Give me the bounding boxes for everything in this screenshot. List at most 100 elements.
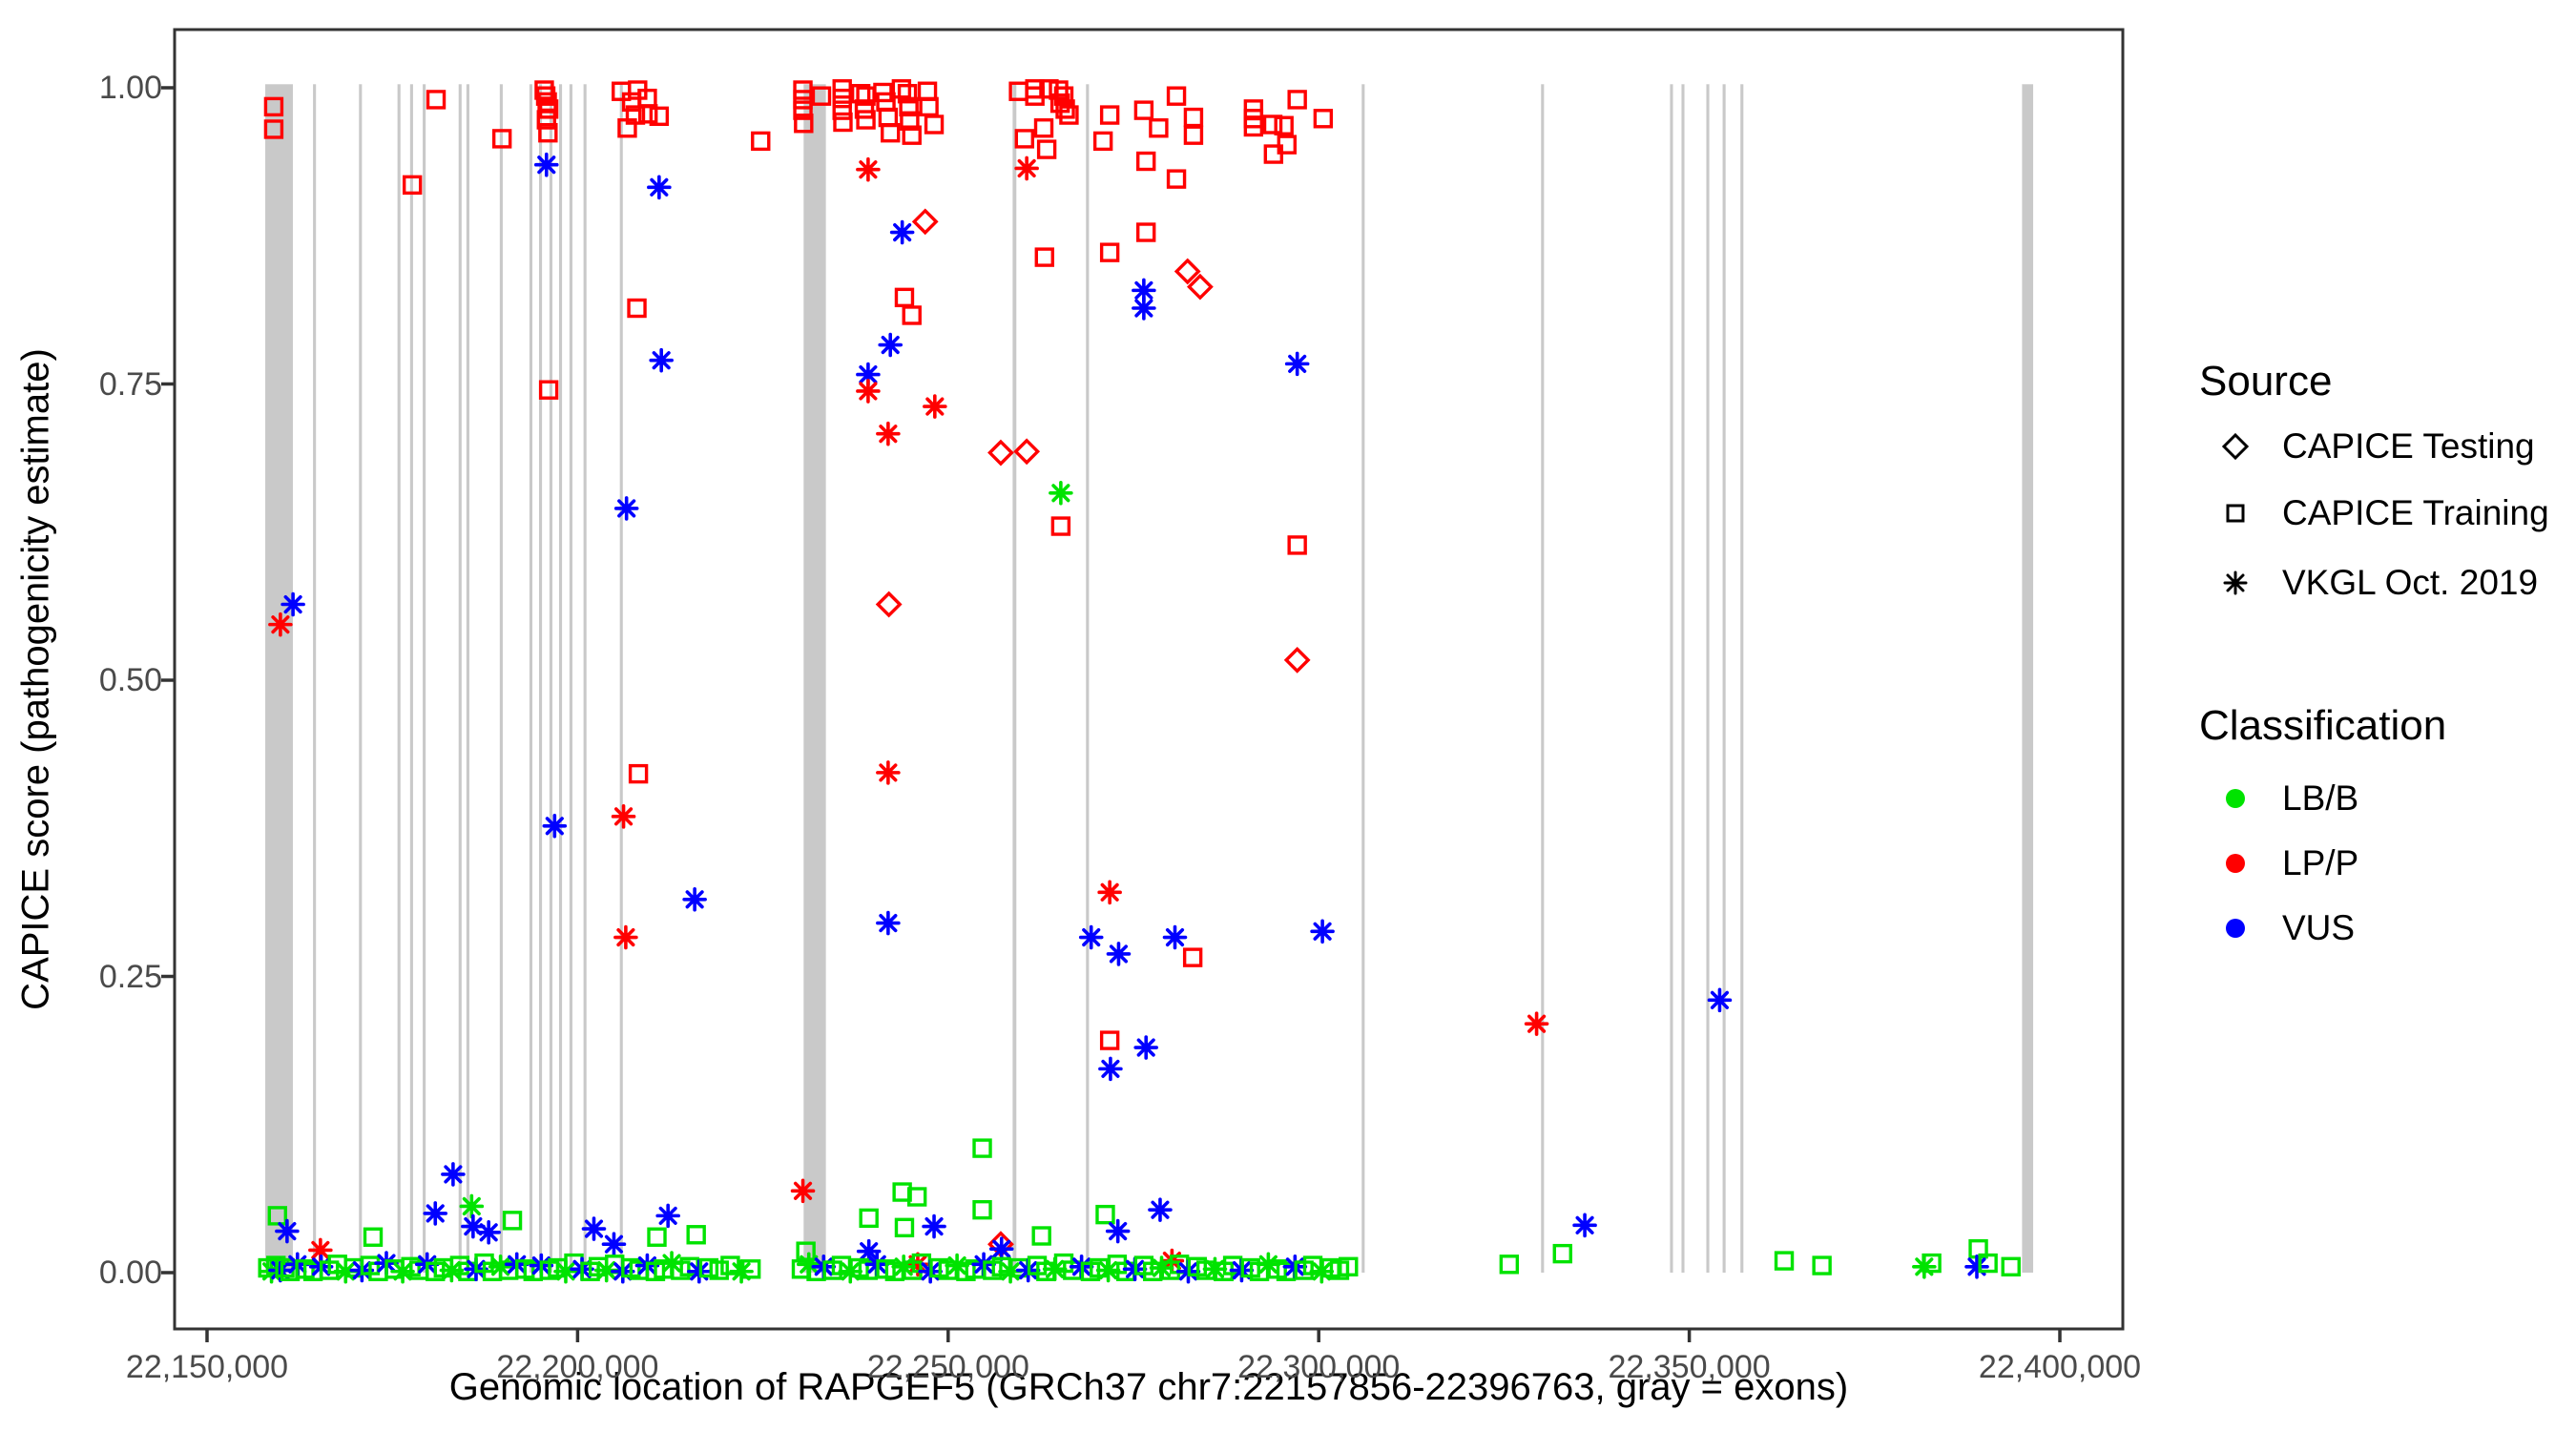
exon-band bbox=[569, 84, 572, 1273]
data-point-square bbox=[1287, 535, 1307, 555]
exon-band bbox=[458, 84, 462, 1273]
data-point-square bbox=[538, 122, 558, 143]
x-tick-label: 22,350,000 bbox=[1608, 1349, 1771, 1385]
data-point-square bbox=[402, 175, 423, 196]
legend-item-lb-b: LB/B bbox=[2213, 777, 2358, 820]
exon-band bbox=[409, 84, 413, 1273]
data-point-square bbox=[906, 1187, 927, 1207]
data-point-square bbox=[900, 111, 920, 131]
exon-band bbox=[423, 84, 426, 1273]
data-point-asterisk bbox=[856, 1238, 882, 1264]
data-point-diamond bbox=[1187, 273, 1214, 301]
data-point-square bbox=[628, 763, 649, 784]
data-point-square bbox=[538, 99, 559, 119]
exon-band bbox=[1706, 84, 1710, 1273]
data-point-square bbox=[536, 110, 556, 130]
data-point-asterisk bbox=[308, 1237, 333, 1263]
exon-band bbox=[313, 84, 317, 1273]
exon-band bbox=[1012, 84, 1017, 1273]
data-point-asterisk bbox=[923, 394, 947, 419]
data-point-square bbox=[491, 129, 512, 149]
data-point-asterisk bbox=[1132, 296, 1156, 321]
x-tick-label: 22,200,000 bbox=[496, 1349, 659, 1385]
data-point-asterisk bbox=[1707, 987, 1733, 1013]
exon-band bbox=[1086, 84, 1090, 1273]
data-point-square bbox=[902, 305, 922, 325]
data-point-square bbox=[1059, 105, 1079, 125]
diamond-icon bbox=[2221, 432, 2250, 461]
data-point-asterisk bbox=[1078, 924, 1104, 950]
data-point-square bbox=[1499, 1255, 1520, 1275]
data-point-square bbox=[627, 298, 647, 319]
data-point-square bbox=[1099, 105, 1120, 125]
data-point-square bbox=[686, 1225, 706, 1245]
data-point-square bbox=[1812, 1255, 1832, 1275]
data-point-square bbox=[698, 1257, 719, 1278]
asterisk-icon bbox=[2223, 570, 2248, 595]
data-point-asterisk bbox=[878, 332, 904, 358]
data-point-asterisk bbox=[280, 591, 305, 617]
data-point-asterisk bbox=[1132, 278, 1156, 303]
data-point-square bbox=[2001, 1256, 2021, 1276]
data-point-asterisk bbox=[905, 1252, 930, 1277]
exon-band bbox=[466, 84, 469, 1273]
data-point-asterisk bbox=[1148, 1197, 1173, 1222]
exon-band bbox=[265, 84, 293, 1273]
legend-item-asterisk: VKGL Oct. 2019 bbox=[2213, 561, 2538, 605]
y-tick-label: 0.25 bbox=[98, 958, 162, 995]
y-tick-label: 1.00 bbox=[98, 70, 162, 106]
data-point-asterisk bbox=[423, 1201, 448, 1226]
data-point-asterisk bbox=[601, 1232, 627, 1256]
exon-band bbox=[1722, 84, 1726, 1273]
data-point-asterisk bbox=[542, 813, 568, 839]
dot-icon bbox=[2226, 789, 2245, 808]
legend-item-square: CAPICE Training bbox=[2213, 491, 2549, 535]
data-point-square bbox=[894, 287, 915, 308]
data-point-asterisk bbox=[275, 1218, 300, 1244]
data-point-asterisk bbox=[441, 1162, 466, 1187]
data-point-square bbox=[1274, 115, 1294, 135]
data-point-square bbox=[972, 1199, 992, 1220]
exon-band bbox=[359, 84, 363, 1273]
data-point-square bbox=[891, 79, 912, 99]
data-point-asterisk bbox=[856, 379, 881, 404]
exon-band bbox=[2022, 84, 2034, 1273]
data-point-square bbox=[897, 84, 918, 104]
data-point-square bbox=[1133, 100, 1154, 120]
data-point-asterisk bbox=[1014, 156, 1039, 181]
data-point-asterisk bbox=[581, 1216, 607, 1241]
data-point-asterisk bbox=[1097, 880, 1122, 905]
data-point-square bbox=[740, 1259, 761, 1279]
data-point-square bbox=[1166, 169, 1187, 189]
data-point-asterisk bbox=[790, 1178, 816, 1204]
data-point-square bbox=[854, 99, 875, 119]
exon-band bbox=[397, 84, 401, 1273]
data-point-square bbox=[1262, 114, 1283, 135]
data-point-square bbox=[1099, 242, 1120, 262]
data-point-square bbox=[1339, 1256, 1359, 1276]
data-point-asterisk bbox=[922, 1213, 946, 1239]
data-point-square bbox=[263, 119, 284, 139]
data-point-square bbox=[794, 114, 814, 134]
data-point-square bbox=[972, 1138, 992, 1158]
data-point-asterisk bbox=[613, 496, 639, 521]
data-point-asterisk bbox=[613, 924, 638, 950]
data-point-square bbox=[1034, 247, 1054, 267]
data-point-square bbox=[1014, 129, 1035, 149]
data-point-square bbox=[1050, 516, 1071, 536]
data-point-square bbox=[1183, 107, 1204, 128]
x-tick-label: 22,150,000 bbox=[125, 1349, 289, 1385]
data-point-asterisk bbox=[1162, 924, 1188, 950]
data-point-asterisk bbox=[611, 804, 636, 829]
data-point-square bbox=[1031, 1226, 1051, 1246]
data-point-square bbox=[647, 1227, 667, 1247]
data-point-square bbox=[649, 106, 670, 127]
data-point-asterisk bbox=[1106, 942, 1132, 966]
exon-band bbox=[619, 84, 623, 1273]
data-point-square bbox=[899, 96, 919, 117]
data-point-square bbox=[1136, 151, 1156, 172]
data-point-diamond bbox=[1283, 646, 1311, 674]
data-point-diamond bbox=[1174, 258, 1201, 285]
data-point-asterisk bbox=[655, 1203, 680, 1229]
